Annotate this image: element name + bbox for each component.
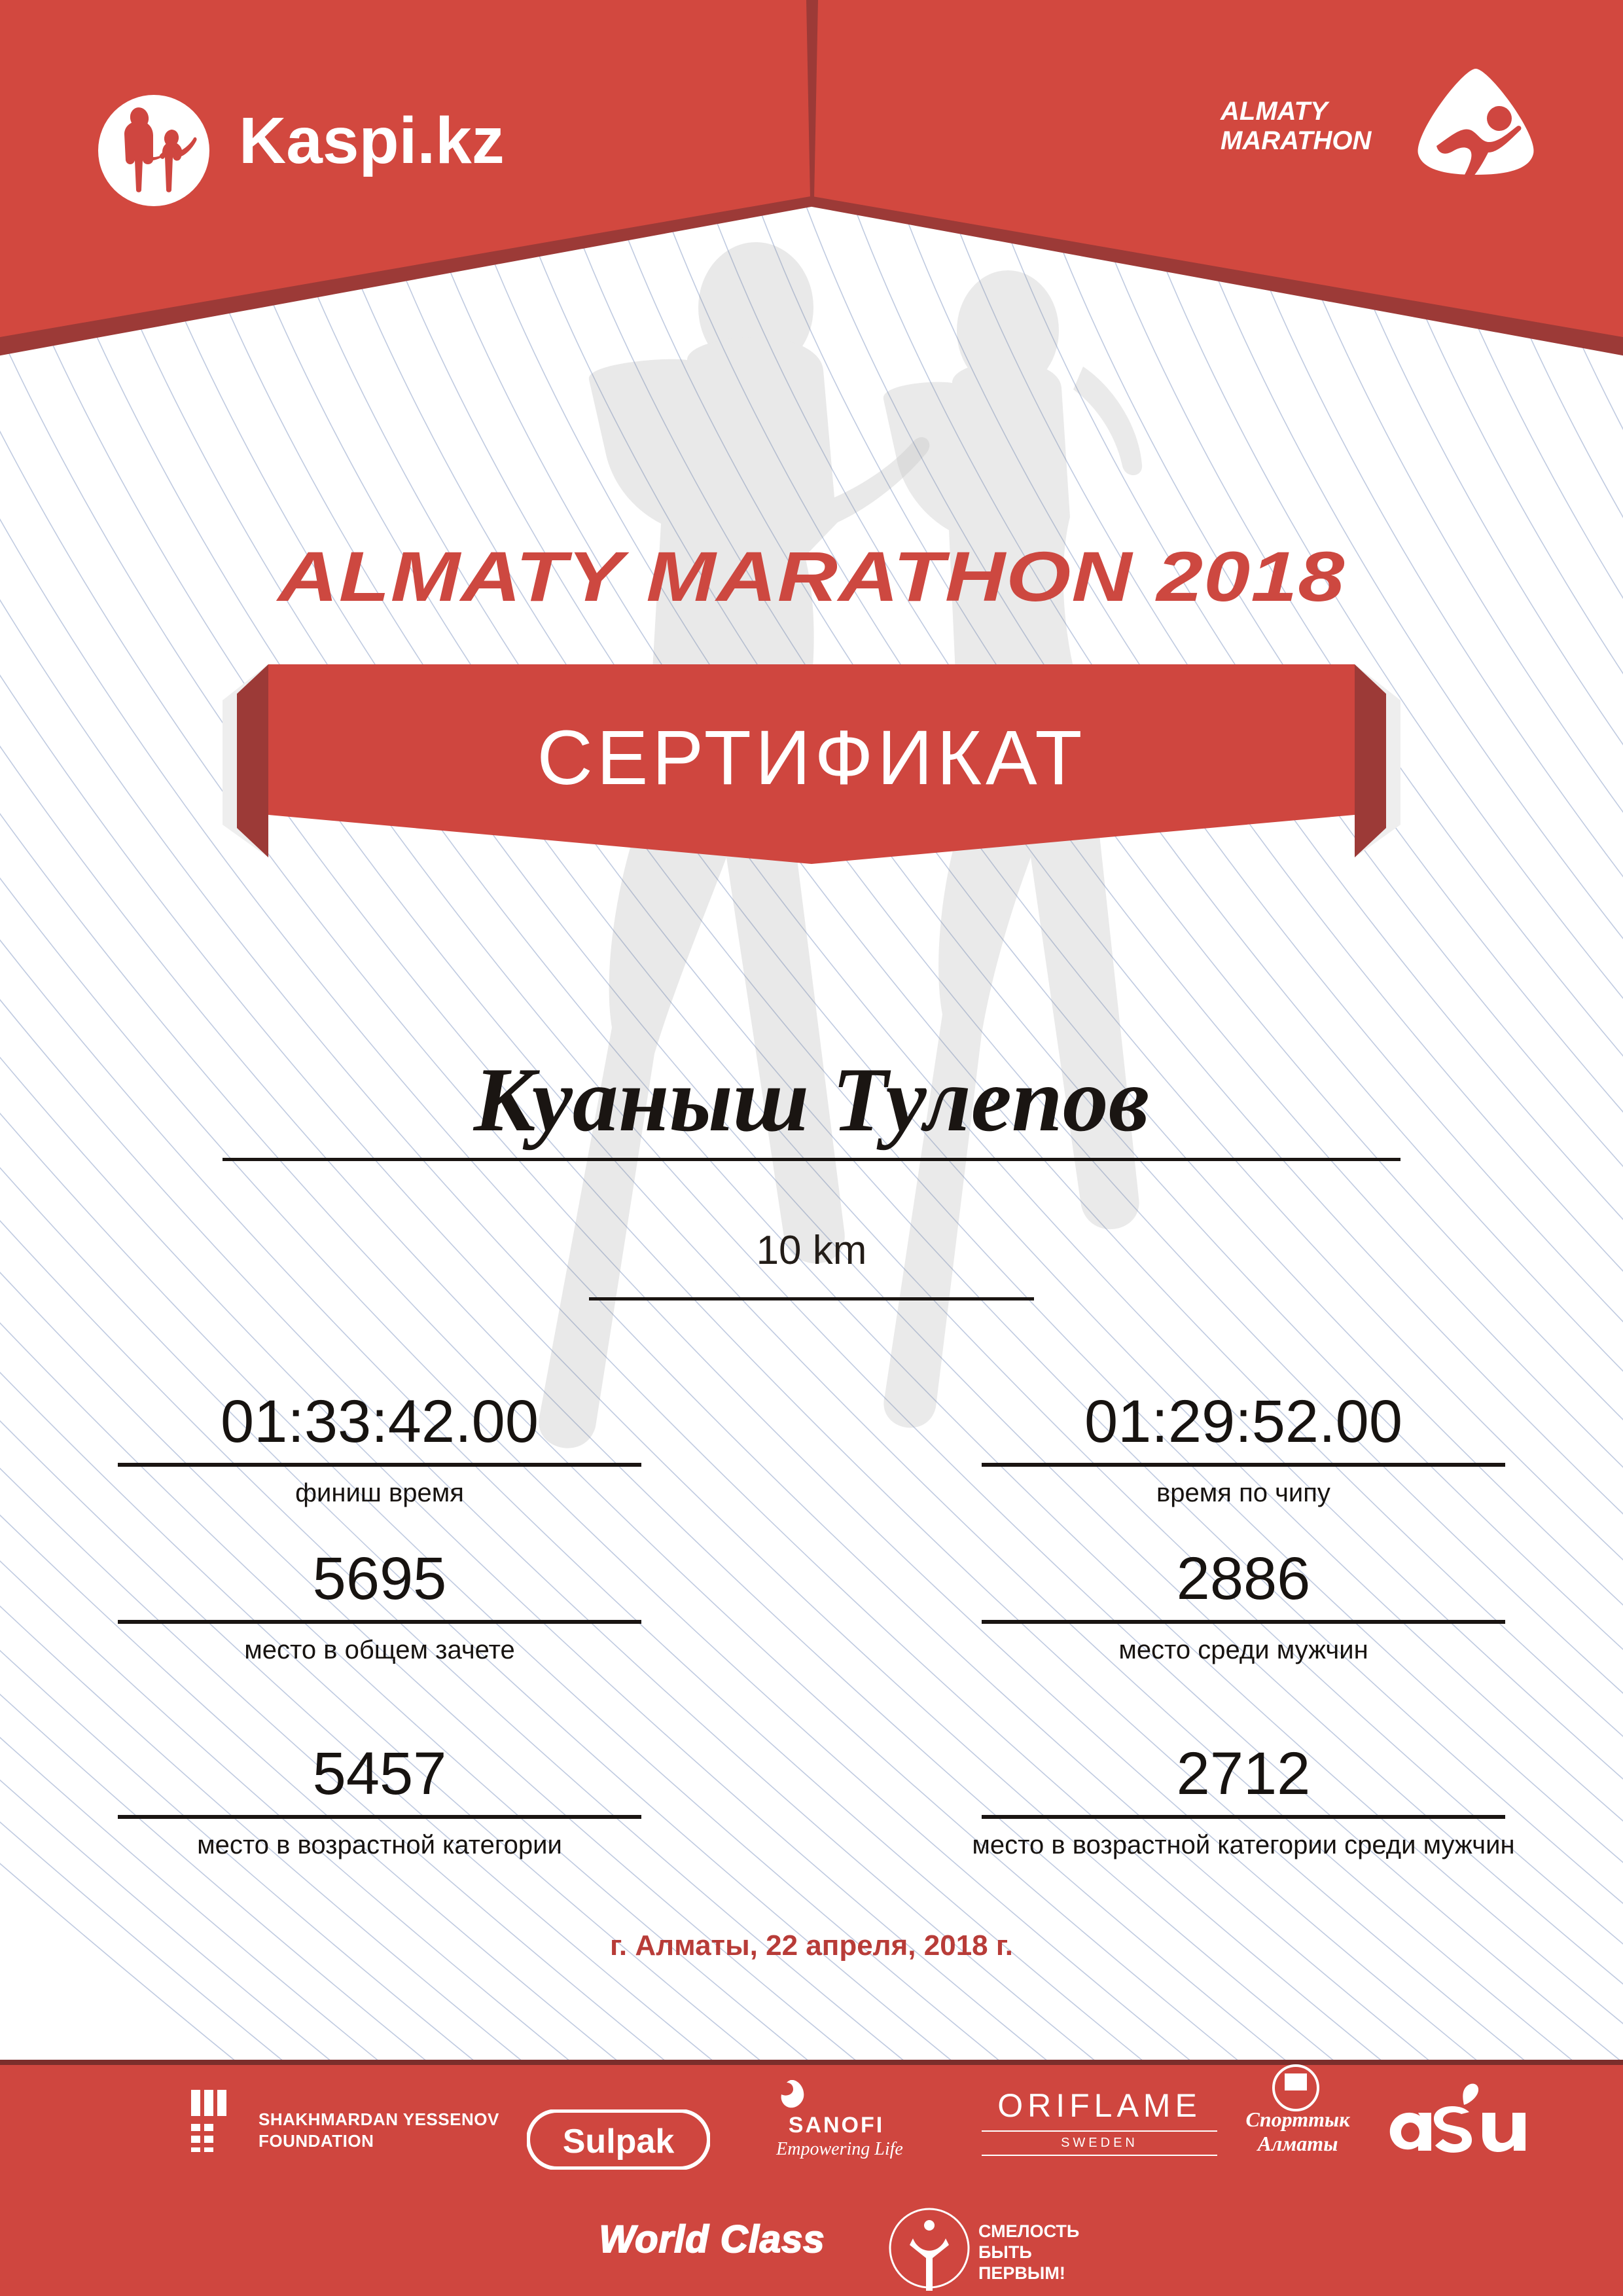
svg-text:ПЕРВЫМ!: ПЕРВЫМ! [978,2263,1065,2283]
svg-text:БЫТЬ: БЫТЬ [978,2242,1032,2262]
svg-text:Sulpak: Sulpak [563,2123,675,2161]
svg-text:СМЕЛОСТЬ: СМЕЛОСТЬ [978,2221,1079,2241]
